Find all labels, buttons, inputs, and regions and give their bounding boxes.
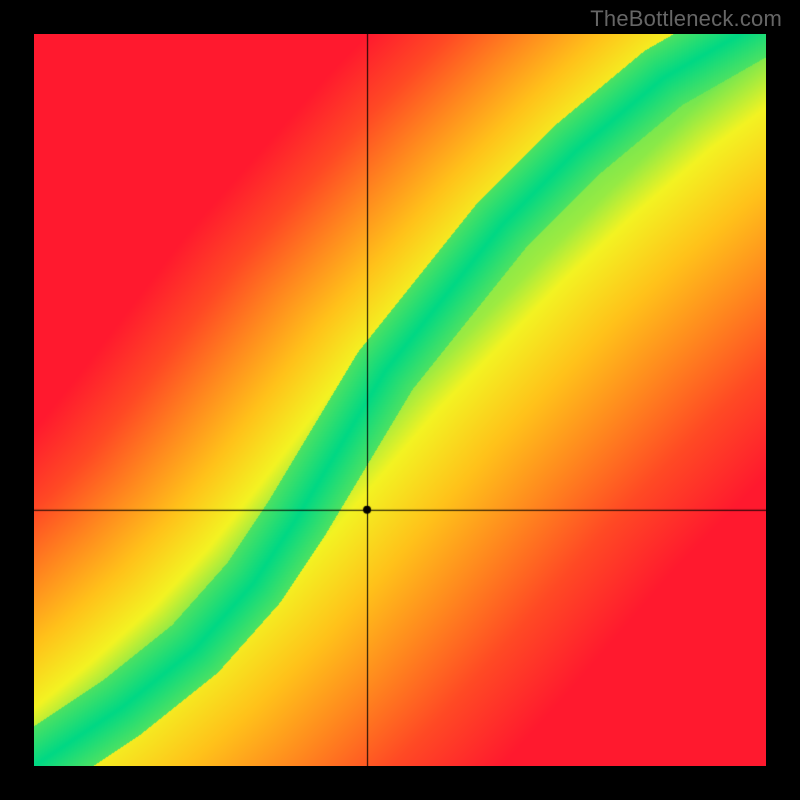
chart-container: TheBottleneck.com bbox=[0, 0, 800, 800]
heatmap-canvas bbox=[34, 34, 766, 766]
watermark: TheBottleneck.com bbox=[590, 6, 782, 32]
